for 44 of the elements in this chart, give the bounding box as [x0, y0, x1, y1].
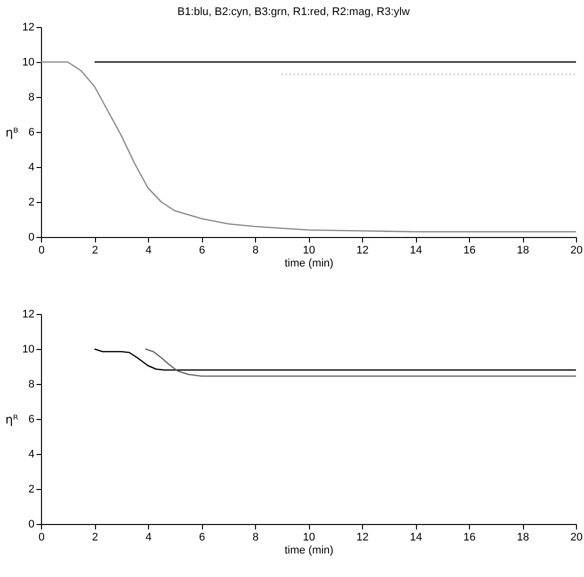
- x-tick-label: 0: [38, 244, 45, 256]
- y-axis-title: ηᴿ: [5, 412, 20, 426]
- y-tick-label: 4: [28, 162, 34, 174]
- x-tick-label: 18: [516, 244, 530, 256]
- x-axis-title: time (min): [284, 544, 334, 556]
- y-tick-label: 0: [28, 232, 34, 244]
- y-tick-label: 10: [22, 56, 34, 68]
- line-series: [94, 348, 576, 371]
- line-series: [144, 348, 576, 377]
- x-tick-label: 8: [252, 532, 259, 544]
- y-tick-label: 6: [28, 414, 34, 426]
- x-tick-label: 14: [410, 244, 422, 256]
- y-tick-label: 2: [28, 196, 34, 208]
- y-tick-label: 6: [28, 126, 34, 138]
- x-tick-label: 16: [463, 244, 476, 256]
- x-tick-label: 0: [38, 532, 45, 544]
- y-tick-label: 12: [22, 22, 34, 34]
- y-tick-label: 0: [28, 518, 34, 530]
- x-tick-label: 20: [570, 532, 583, 544]
- chart-title: B1:blu, B2:cyn, B3:grn, R1:red, R2:mag, R3:ylw: [177, 6, 410, 18]
- x-tick-label: 12: [356, 244, 369, 256]
- y-axis-title: ηᴮ: [5, 126, 18, 140]
- x-tick-label: 16: [463, 532, 476, 544]
- x-tick-label: 10: [302, 532, 316, 544]
- x-tick-label: 4: [145, 532, 152, 544]
- x-tick-label: 2: [92, 532, 98, 544]
- x-tick-label: 14: [410, 532, 422, 544]
- x-axis-title: time (min): [284, 258, 334, 270]
- x-tick-label: 10: [302, 244, 316, 256]
- y-tick-label: 12: [22, 308, 34, 320]
- line-series: [41, 61, 576, 232]
- y-tick-label: 8: [28, 378, 34, 390]
- x-tick-label: 4: [145, 244, 152, 256]
- x-tick-label: 6: [198, 244, 206, 256]
- y-tick-label: 8: [28, 92, 34, 104]
- y-tick-label: 4: [28, 448, 34, 460]
- y-tick-label: 10: [22, 344, 34, 356]
- x-tick-label: 6: [198, 532, 206, 544]
- x-tick-label: 18: [516, 532, 530, 544]
- x-tick-label: 12: [356, 532, 369, 544]
- y-tick-label: 2: [28, 484, 34, 496]
- x-tick-label: 8: [252, 244, 259, 256]
- x-tick-label: 2: [92, 244, 98, 256]
- x-tick-label: 20: [570, 244, 583, 256]
